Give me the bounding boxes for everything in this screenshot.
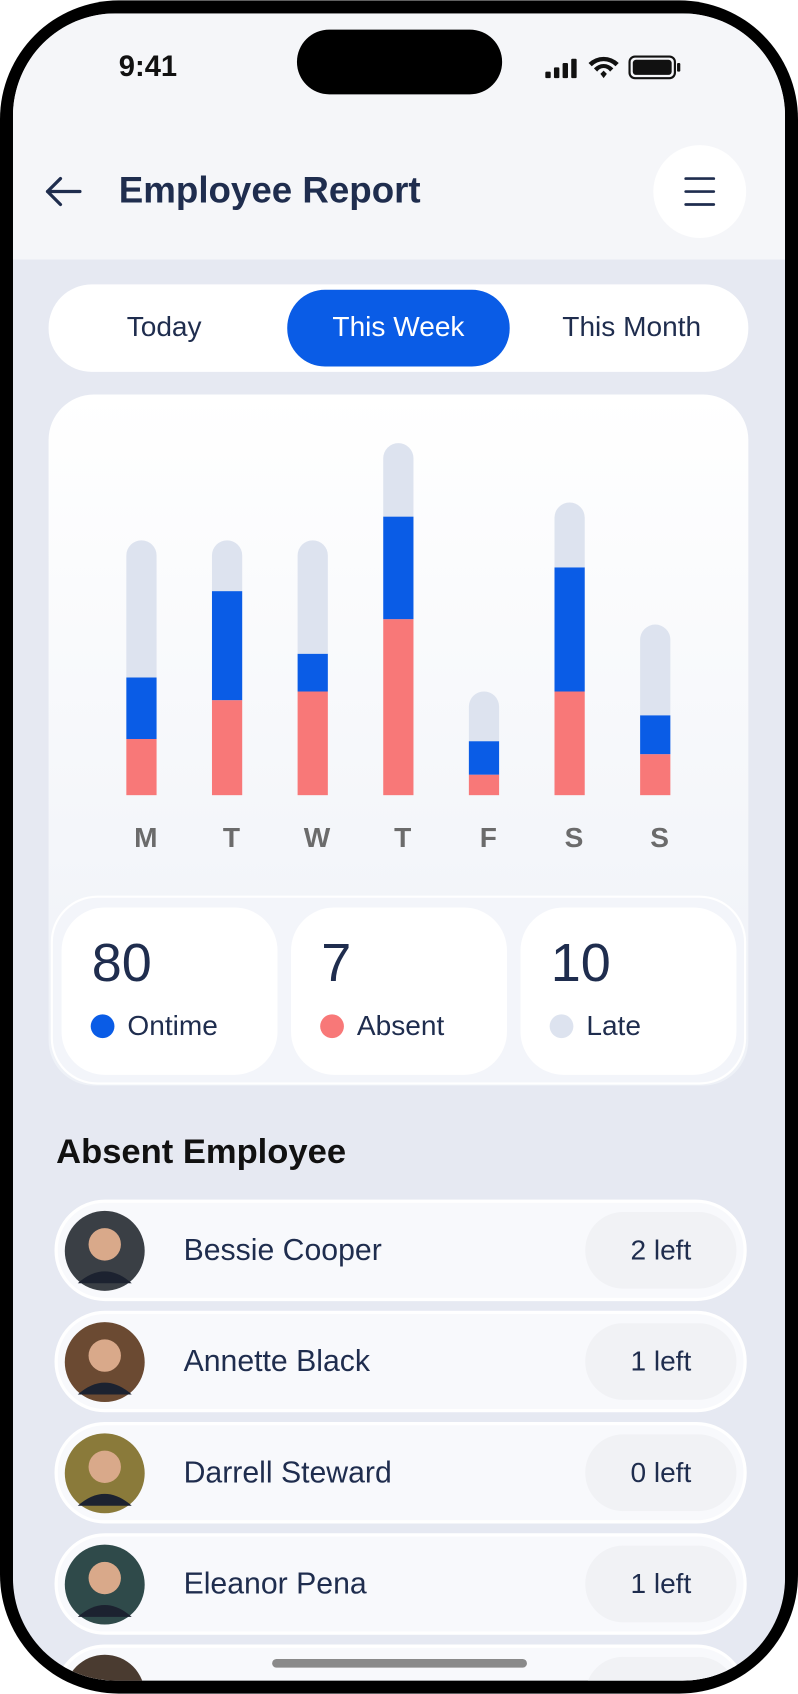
- badge: [585, 1211, 737, 1289]
- avatar-body: [77, 1382, 132, 1395]
- summary-value: 80: [92, 933, 152, 993]
- bar-segment: [468, 741, 500, 775]
- bar-segment: [211, 540, 243, 592]
- employee-name: Annette Black: [184, 1345, 371, 1378]
- avatar-face: [88, 1561, 121, 1595]
- x-tick-label: T: [223, 822, 240, 853]
- screen: 9:41 Employee Report Today This Week This …: [12, 13, 786, 1681]
- list-item-partial: [54, 1644, 747, 1681]
- avatar-face: [88, 1228, 121, 1261]
- avatar-face: [88, 1339, 121, 1372]
- legend-dot: [90, 1014, 115, 1039]
- summary-value: 7: [321, 933, 351, 993]
- badge-label: 1 left: [630, 1568, 691, 1599]
- badge-label: 1 left: [630, 1346, 691, 1377]
- list-item[interactable]: [54, 1310, 747, 1413]
- menu-button[interactable]: [653, 145, 747, 238]
- side-button: [0, 367, 7, 454]
- bar-segment: [383, 443, 414, 517]
- summary-value: 10: [551, 933, 611, 993]
- bar-segment: [126, 677, 157, 740]
- x-tick-label: S: [650, 822, 669, 853]
- summary-label: Late: [586, 1010, 641, 1041]
- bar-segment: [211, 700, 243, 796]
- dynamic-island: [296, 29, 503, 95]
- list-item[interactable]: [54, 1199, 747, 1302]
- tab-label[interactable]: This Month: [562, 311, 701, 342]
- bar-segment: [640, 754, 671, 796]
- badge: [585, 1323, 737, 1400]
- badge: [585, 1545, 737, 1623]
- badge: [585, 1434, 737, 1512]
- list-item[interactable]: [54, 1422, 747, 1524]
- summary-card: [520, 907, 737, 1075]
- bar-segment: [640, 624, 671, 716]
- bar-segment: [554, 502, 585, 568]
- bar-segment: [640, 715, 671, 755]
- page-title: Employee Report: [119, 169, 421, 210]
- employee-name: Darrell Steward: [184, 1456, 392, 1489]
- avatar: [64, 1654, 145, 1681]
- bar-segment: [126, 540, 157, 678]
- avatar-face: [88, 1450, 121, 1484]
- tab-active[interactable]: [287, 289, 510, 367]
- summary-card: [291, 907, 507, 1075]
- summary-label: Absent: [357, 1010, 445, 1041]
- bar-segment: [554, 567, 585, 692]
- back-button[interactable]: [45, 176, 82, 207]
- bar-segment: [297, 691, 328, 796]
- avatar-body: [77, 1271, 132, 1284]
- summary-label: Ontime: [127, 1010, 217, 1041]
- badge-partial: [585, 1656, 737, 1681]
- badge-label: 2 left: [630, 1234, 691, 1265]
- section-title: Absent Employee: [56, 1133, 346, 1171]
- bar-segment: [383, 619, 414, 796]
- bar-segment: [554, 691, 585, 796]
- bar-segment: [126, 739, 157, 796]
- legend-dot: [320, 1014, 344, 1039]
- badge-label: 0 left: [630, 1457, 691, 1488]
- bar-segment: [468, 774, 500, 796]
- x-tick-label: T: [394, 822, 411, 853]
- bar-segment: [468, 691, 500, 742]
- x-tick-label: F: [480, 822, 497, 853]
- tab-label[interactable]: This Week: [332, 311, 465, 342]
- bar-segment: [211, 591, 243, 701]
- tab-label[interactable]: Today: [127, 311, 202, 342]
- list-item[interactable]: [54, 1533, 747, 1635]
- employee-name: Bessie Cooper: [184, 1234, 382, 1267]
- bar-segment: [297, 540, 328, 654]
- x-tick-label: M: [134, 822, 157, 853]
- legend-dot: [549, 1014, 574, 1039]
- home-indicator: [272, 1659, 527, 1668]
- bar-segment: [297, 653, 328, 692]
- avatar-body: [77, 1605, 132, 1617]
- summary-card: [61, 907, 278, 1075]
- x-tick-label: S: [565, 822, 584, 853]
- x-tick-label: W: [304, 822, 331, 853]
- status-time: 9:41: [119, 51, 177, 83]
- avatar-body: [77, 1493, 132, 1506]
- status-icons: [545, 55, 681, 80]
- bar-segment: [383, 516, 414, 620]
- employee-name: Eleanor Pena: [184, 1568, 367, 1601]
